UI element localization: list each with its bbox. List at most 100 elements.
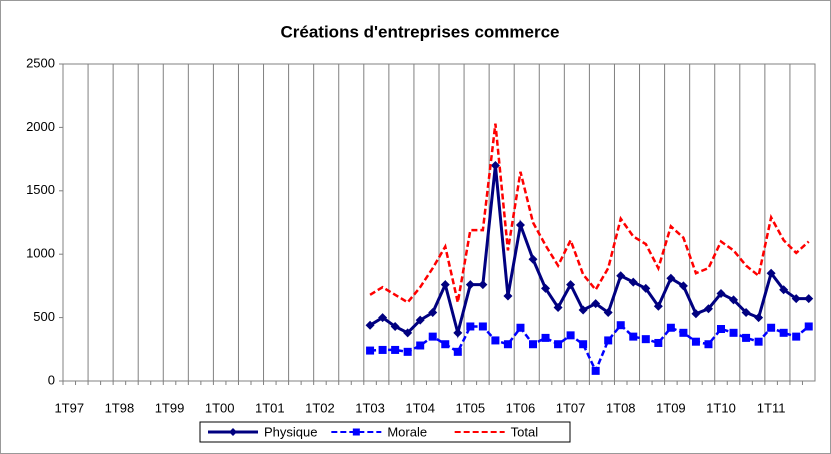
point [792, 332, 801, 341]
point [666, 323, 675, 332]
point [478, 280, 488, 290]
x-tick-label: 1T02 [305, 400, 335, 415]
legend-box [199, 421, 571, 443]
x-tick-label: 1T97 [54, 400, 84, 415]
x-tick-label: 1T10 [706, 400, 736, 415]
point [716, 289, 726, 299]
point [629, 332, 638, 341]
point [491, 336, 500, 345]
point [391, 345, 400, 354]
point [366, 346, 375, 355]
point [767, 323, 776, 332]
x-tick-label: 1T99 [155, 400, 185, 415]
point [729, 328, 738, 337]
x-tick-label: 1T05 [456, 400, 486, 415]
point [503, 291, 513, 301]
point [779, 285, 789, 295]
point [579, 340, 588, 349]
point [641, 283, 651, 293]
point [440, 280, 450, 290]
point [554, 340, 563, 349]
y-tick-label: 0 [48, 372, 55, 387]
point [416, 341, 425, 350]
point [515, 220, 525, 230]
point [804, 322, 813, 331]
x-tick-label: 1T03 [355, 400, 385, 415]
point [779, 328, 788, 337]
point [478, 322, 487, 331]
point [403, 347, 412, 356]
point [654, 338, 663, 347]
point [390, 321, 400, 331]
legend-marker [229, 428, 237, 436]
point [453, 328, 463, 338]
y-tick-label: 1000 [26, 246, 55, 261]
point [466, 322, 475, 331]
point [791, 294, 801, 304]
point [604, 336, 613, 345]
point [616, 321, 625, 330]
y-tick-label: 500 [33, 309, 55, 324]
point [541, 283, 551, 293]
x-tick-label: 1T08 [606, 400, 636, 415]
point [754, 313, 764, 323]
point [628, 277, 638, 287]
point [641, 335, 650, 344]
point [553, 302, 563, 312]
point [703, 304, 713, 314]
legend-label: Total [511, 424, 539, 439]
point [691, 337, 700, 346]
x-tick-label: 1T04 [405, 400, 435, 415]
point [578, 305, 588, 315]
point [415, 315, 425, 325]
point [566, 331, 575, 340]
point [679, 328, 688, 337]
point [653, 301, 663, 311]
point [490, 160, 500, 170]
point [717, 325, 725, 334]
point [766, 268, 776, 278]
point [428, 308, 438, 318]
x-tick-label: 1T07 [556, 400, 586, 415]
point [729, 295, 739, 305]
point [529, 340, 537, 349]
legend-label: Physique [264, 424, 317, 439]
point [503, 340, 512, 349]
point [666, 273, 676, 283]
y-tick-label: 2000 [26, 119, 55, 134]
point [378, 345, 387, 354]
point [754, 337, 763, 346]
point [453, 347, 462, 356]
point [403, 328, 413, 338]
point [591, 366, 600, 375]
point [541, 333, 550, 342]
x-tick-label: 1T00 [205, 400, 235, 415]
point [691, 309, 701, 319]
point [804, 294, 814, 304]
series-line [369, 123, 810, 305]
chart-title: Créations d'entreprises commerce [281, 22, 560, 41]
legend-label: Morale [387, 424, 427, 439]
x-tick-label: 1T06 [506, 400, 536, 415]
x-tick-label: 1T11 [757, 400, 786, 415]
point [742, 333, 751, 342]
point [365, 320, 375, 330]
point [441, 340, 450, 349]
point [528, 254, 538, 264]
point [516, 323, 525, 332]
point [428, 332, 437, 341]
y-tick-label: 2500 [26, 55, 55, 70]
point [616, 271, 626, 281]
point [566, 280, 576, 290]
point [378, 313, 388, 323]
x-tick-label: 1T01 [255, 400, 285, 415]
x-tick-label: 1T98 [105, 400, 135, 415]
point [678, 281, 688, 291]
point [591, 299, 601, 309]
x-tick-label: 1T09 [656, 400, 686, 415]
point [741, 308, 751, 318]
point [465, 280, 475, 290]
legend-marker [352, 428, 360, 436]
